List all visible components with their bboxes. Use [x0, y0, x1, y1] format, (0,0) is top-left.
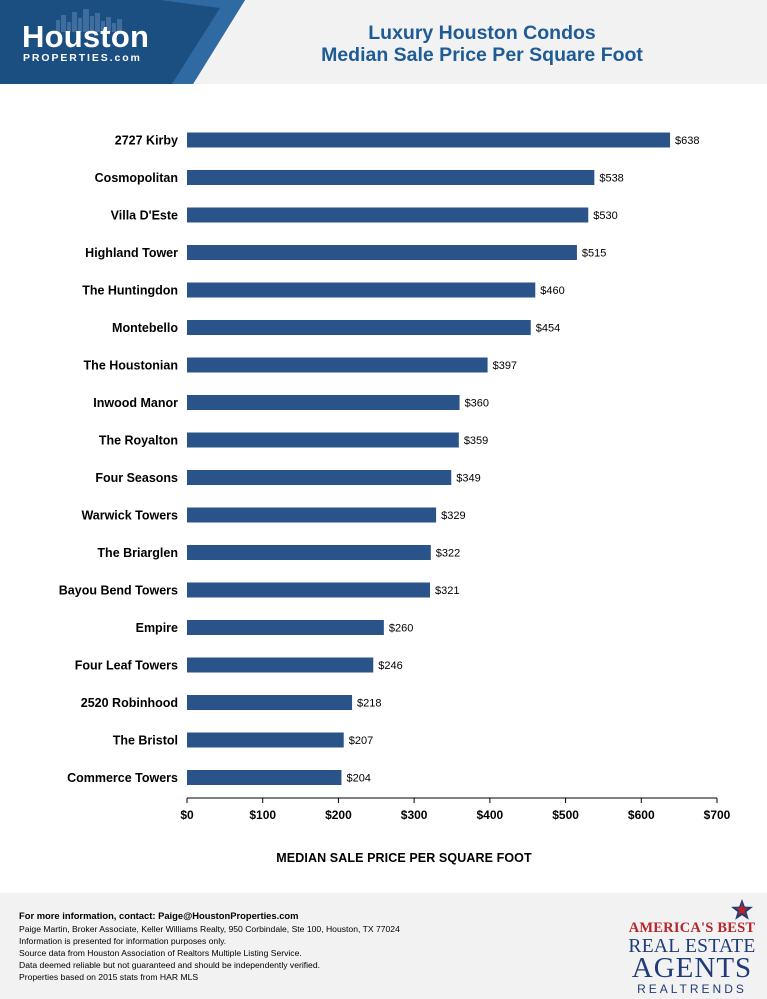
category-label: Empire [136, 621, 178, 635]
category-label: Inwood Manor [93, 396, 178, 410]
bar-chart: 2727 Kirby $638 Cosmopolitan $538 Villa D'Es… [59, 132, 731, 822]
x-tick-label: $200 [325, 808, 352, 822]
value-label: $329 [441, 510, 465, 522]
value-label: $349 [456, 473, 480, 485]
category-label: Cosmopolitan [95, 171, 178, 185]
badge-line-4: REALTRENDS [637, 982, 747, 996]
value-label: $322 [436, 548, 460, 560]
category-label: 2520 Robinhood [81, 696, 178, 710]
logo-subtitle: PROPERTIES.com [23, 52, 142, 64]
category-label: Bayou Bend Towers [59, 584, 178, 598]
category-label: 2727 Kirby [115, 134, 178, 148]
category-label: Villa D'Este [111, 209, 178, 223]
bar-1 [187, 170, 595, 185]
logo-background [0, 0, 245, 84]
category-label: Commerce Towers [67, 771, 178, 785]
value-label: $460 [540, 285, 564, 297]
badge-line-1: AMERICA'S BEST [628, 920, 756, 936]
value-label: $321 [435, 585, 459, 597]
value-label: $360 [465, 398, 489, 410]
footer-line-3: Source data from Houston Association of … [19, 948, 302, 958]
x-tick-label: $300 [401, 808, 428, 822]
bar-10 [187, 507, 437, 523]
category-label: The Bristol [113, 734, 178, 748]
value-label: $207 [349, 735, 373, 747]
x-tick-label: $700 [704, 808, 731, 822]
x-tick-label: $0 [180, 808, 194, 822]
bar-14 [187, 657, 374, 673]
bar-7 [187, 395, 460, 410]
bar-15 [187, 695, 353, 710]
value-label: $359 [464, 435, 488, 447]
bar-8 [187, 432, 459, 448]
category-label: Four Seasons [95, 471, 178, 485]
logo-name: Houston [22, 19, 150, 54]
value-label: $530 [593, 210, 617, 222]
skyline-icon [56, 9, 122, 32]
bar-12 [187, 582, 431, 598]
footer: For more information, contact: Paige@Hou… [0, 893, 767, 999]
x-tick-label: $600 [628, 808, 655, 822]
x-tick-label: $100 [249, 808, 276, 822]
category-label: The Huntingdon [82, 284, 178, 298]
header: Houston PROPERTIES.com Luxury Houston Co… [0, 0, 767, 84]
footer-line-2: Information is presented for information… [19, 936, 227, 946]
value-label: $246 [378, 660, 402, 672]
category-label: Warwick Towers [81, 509, 178, 523]
bar-2 [187, 207, 589, 223]
category-label: The Briarglen [97, 546, 178, 560]
value-label: $260 [389, 623, 413, 635]
x-axis-title: MEDIAN SALE PRICE PER SQUARE FOOT [276, 851, 532, 865]
footer-line-1: Paige Martin, Broker Associate, Keller W… [19, 924, 400, 934]
footer-text: For more information, contact: Paige@Hou… [19, 909, 400, 983]
category-label: Four Leaf Towers [75, 659, 178, 673]
badge-line-2: REAL ESTATE [628, 935, 756, 957]
value-label: $515 [582, 248, 606, 260]
bar-5 [187, 320, 531, 335]
bar-6 [187, 357, 488, 373]
bar-13 [187, 620, 384, 635]
bar-4 [187, 282, 536, 298]
logo[interactable]: Houston PROPERTIES.com [0, 0, 245, 84]
value-label: $397 [493, 360, 517, 372]
chart-title-line-2: Median Sale Price Per Square Foot [321, 44, 643, 66]
value-label: $454 [536, 323, 560, 335]
bar-16 [187, 732, 344, 748]
category-label: The Royalton [99, 434, 178, 448]
bar-0 [187, 132, 671, 148]
footer-line-4: Data deemed reliable but not guaranteed … [19, 960, 320, 970]
badge-line-3: AGENTS [631, 952, 753, 984]
chart-title: Luxury Houston Condos Median Sale Price … [262, 22, 702, 66]
realtrends-badge: AMERICA'S BEST REAL ESTATE AGENTS REALTR… [622, 898, 762, 998]
chart-title-line-1: Luxury Houston Condos [368, 22, 596, 44]
star-icon [731, 899, 753, 920]
bar-9 [187, 470, 452, 485]
category-label: Highland Tower [85, 246, 178, 260]
value-label: $638 [675, 135, 699, 147]
category-label: Montebello [112, 321, 178, 335]
footer-line-5: Properties based on 2015 stats from HAR … [19, 972, 199, 982]
value-label: $538 [599, 173, 623, 185]
x-tick-label: $400 [477, 808, 504, 822]
value-label: $204 [346, 773, 370, 785]
bar-3 [187, 245, 577, 260]
bar-17 [187, 770, 342, 785]
bar-11 [187, 545, 431, 560]
category-label: The Houstonian [84, 359, 178, 373]
footer-contact[interactable]: For more information, contact: Paige@Hou… [19, 910, 299, 921]
value-label: $218 [357, 698, 381, 710]
x-tick-label: $500 [552, 808, 579, 822]
